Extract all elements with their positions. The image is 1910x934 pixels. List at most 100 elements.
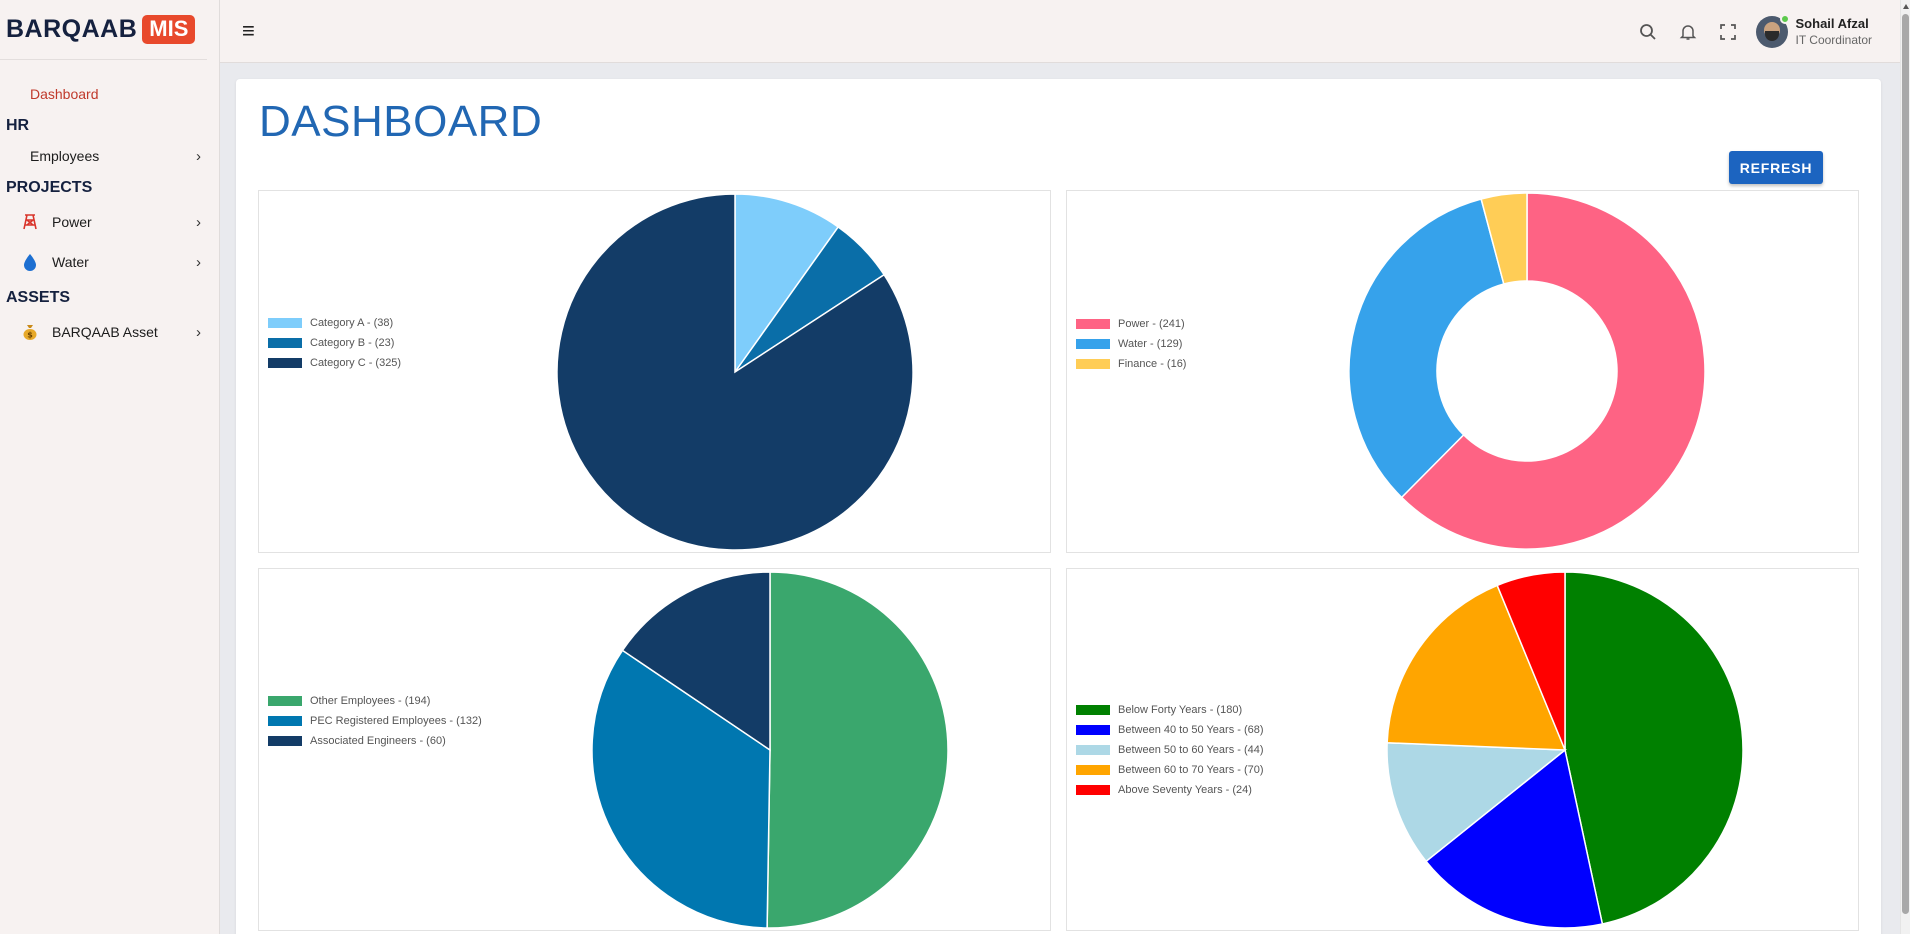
sidebar-item-label: Power <box>52 214 92 230</box>
chart-panel-departments: Power - (241) Water - (129) Finance - (16) <box>1066 190 1859 553</box>
legend-label: Associated Engineers - (60) <box>310 735 446 747</box>
legend-item[interactable]: Above Seventy Years - (24) <box>1076 780 1264 800</box>
legend-label: Category B - (23) <box>310 337 395 349</box>
legend-label: PEC Registered Employees - (132) <box>310 715 482 727</box>
pie-slice-power[interactable] <box>1400 192 1706 550</box>
pie-slice-water[interactable] <box>1348 198 1505 499</box>
chevron-right-icon: › <box>196 147 201 165</box>
legend-item[interactable]: PEC Registered Employees - (132) <box>268 711 482 731</box>
fullscreen-icon[interactable] <box>1708 12 1748 52</box>
bell-icon[interactable] <box>1668 12 1708 52</box>
legend-item[interactable]: Category B - (23) <box>268 333 401 353</box>
legend-swatch <box>1076 765 1110 775</box>
svg-text:$: $ <box>27 331 33 340</box>
legend-item[interactable]: Water - (129) <box>1076 334 1186 354</box>
legend-item[interactable]: Power - (241) <box>1076 314 1186 334</box>
sidebar: BARQAAB MIS Dashboard HR Employees › PRO… <box>0 0 220 934</box>
chevron-right-icon: › <box>196 253 201 271</box>
legend-item[interactable]: Between 40 to 50 Years - (68) <box>1076 720 1264 740</box>
legend-label: Water - (129) <box>1118 338 1183 350</box>
refresh-button[interactable]: REFRESH <box>1729 151 1823 184</box>
vertical-scrollbar[interactable] <box>1900 0 1910 934</box>
section-projects: PROJECTS <box>6 179 93 196</box>
avatar <box>1755 13 1790 48</box>
pie-slice-between-60-to-70-years[interactable] <box>1386 584 1567 751</box>
legend-item[interactable]: Category C - (325) <box>268 353 401 373</box>
legend-label: Category C - (325) <box>310 357 402 369</box>
pie-slice-above-seventy-years[interactable] <box>1496 571 1566 751</box>
legend-label: Between 60 to 70 Years - (70) <box>1118 764 1264 776</box>
page-title: DASHBOARD <box>259 97 543 146</box>
menu-icon[interactable]: ≡ <box>242 18 255 43</box>
chevron-right-icon: › <box>196 213 201 231</box>
dashboard-card: DASHBOARD REFRESH Category A - (38) Categ… <box>236 79 1881 934</box>
legend-swatch <box>268 716 302 726</box>
legend-item[interactable]: Associated Engineers - (60) <box>268 731 482 751</box>
user-name: Sohail Afzal <box>1795 16 1869 31</box>
legend-swatch <box>1076 319 1110 329</box>
sidebar-item-barqaab-asset[interactable]: $ BARQAAB Asset › <box>0 312 219 352</box>
pie-slice-pec-registered-employees[interactable] <box>591 649 771 929</box>
sidebar-item-power[interactable]: Power › <box>0 202 219 242</box>
pie-slice-category-a[interactable] <box>734 193 840 375</box>
sidebar-item-label: Employees <box>30 148 100 164</box>
chart-legend: Power - (241) Water - (129) Finance - (16) <box>1076 314 1186 374</box>
sidebar-item-water[interactable]: Water › <box>0 242 219 282</box>
section-hr: HR <box>6 117 30 134</box>
legend-item[interactable]: Between 50 to 60 Years - (44) <box>1076 740 1264 760</box>
chart-panel-age-groups: Below Forty Years - (180) Between 40 to 5… <box>1066 568 1859 931</box>
pie-chart-age-groups <box>1386 571 1744 929</box>
user-role: IT Coordinator <box>1795 33 1872 47</box>
chart-legend: Other Employees - (194) PEC Registered Em… <box>268 691 482 751</box>
legend-swatch <box>1076 725 1110 735</box>
pie-slice-finance[interactable] <box>1480 192 1528 285</box>
pie-slice-category-c[interactable] <box>556 193 914 551</box>
sidebar-item-dashboard[interactable]: Dashboard <box>0 78 219 110</box>
legend-label: Between 50 to 60 Years - (44) <box>1118 744 1264 756</box>
legend-label: Category A - (38) <box>310 317 394 329</box>
legend-swatch <box>268 696 302 706</box>
legend-item[interactable]: Below Forty Years - (180) <box>1076 700 1264 720</box>
section-assets: ASSETS <box>6 289 71 306</box>
sidebar-item-label: Dashboard <box>30 86 99 102</box>
legend-swatch <box>1076 745 1110 755</box>
chevron-right-icon: › <box>196 323 201 341</box>
search-icon[interactable] <box>1628 12 1668 52</box>
pie-slice-associated-engineers[interactable] <box>621 571 771 752</box>
pie-slice-between-50-to-60-years[interactable] <box>1386 741 1568 863</box>
pie-slice-between-40-to-50-years[interactable] <box>1425 748 1604 929</box>
legend-label: Between 40 to 50 Years - (68) <box>1118 724 1264 736</box>
chart-legend: Below Forty Years - (180) Between 40 to 5… <box>1076 700 1264 800</box>
legend-swatch <box>1076 339 1110 349</box>
scroll-up-arrow-icon[interactable] <box>1903 4 1909 9</box>
chart-panel-employees: Other Employees - (194) PEC Registered Em… <box>258 568 1051 931</box>
top-bar-actions: Sohail Afzal IT Coordinator <box>1628 0 1900 63</box>
pie-slice-other-employees[interactable] <box>766 571 949 929</box>
sidebar-item-employees[interactable]: Employees › <box>0 140 219 172</box>
legend-item[interactable]: Category A - (38) <box>268 313 401 333</box>
user-menu[interactable]: Sohail Afzal IT Coordinator <box>1755 13 1872 48</box>
money-bag-icon: $ <box>20 322 40 342</box>
legend-swatch <box>1076 705 1110 715</box>
legend-item[interactable]: Between 60 to 70 Years - (70) <box>1076 760 1264 780</box>
pie-slice-below-forty-years[interactable] <box>1564 571 1744 925</box>
scroll-thumb[interactable] <box>1902 14 1909 914</box>
chart-panel-categories: Category A - (38) Category B - (23) Catego… <box>258 190 1051 553</box>
logo-text: BARQAAB <box>6 15 138 43</box>
power-pylon-icon <box>20 212 40 232</box>
doughnut-chart-departments <box>1348 192 1706 550</box>
legend-swatch <box>1076 785 1110 795</box>
legend-label: Below Forty Years - (180) <box>1118 704 1243 716</box>
legend-swatch <box>1076 359 1110 369</box>
chart-legend: Category A - (38) Category B - (23) Catego… <box>268 313 401 373</box>
legend-label: Other Employees - (194) <box>310 695 431 707</box>
pie-chart-employees <box>591 571 949 929</box>
legend-swatch <box>268 736 302 746</box>
legend-item[interactable]: Other Employees - (194) <box>268 691 482 711</box>
sidebar-nav: Dashboard HR Employees › PROJECTS Power … <box>0 60 219 352</box>
top-bar: ≡ Sohail Afzal IT Coordinator <box>220 0 1900 63</box>
app-logo[interactable]: BARQAAB MIS <box>0 0 207 60</box>
sidebar-item-label: BARQAAB Asset <box>52 324 158 340</box>
legend-item[interactable]: Finance - (16) <box>1076 354 1186 374</box>
water-drop-icon <box>20 252 40 272</box>
